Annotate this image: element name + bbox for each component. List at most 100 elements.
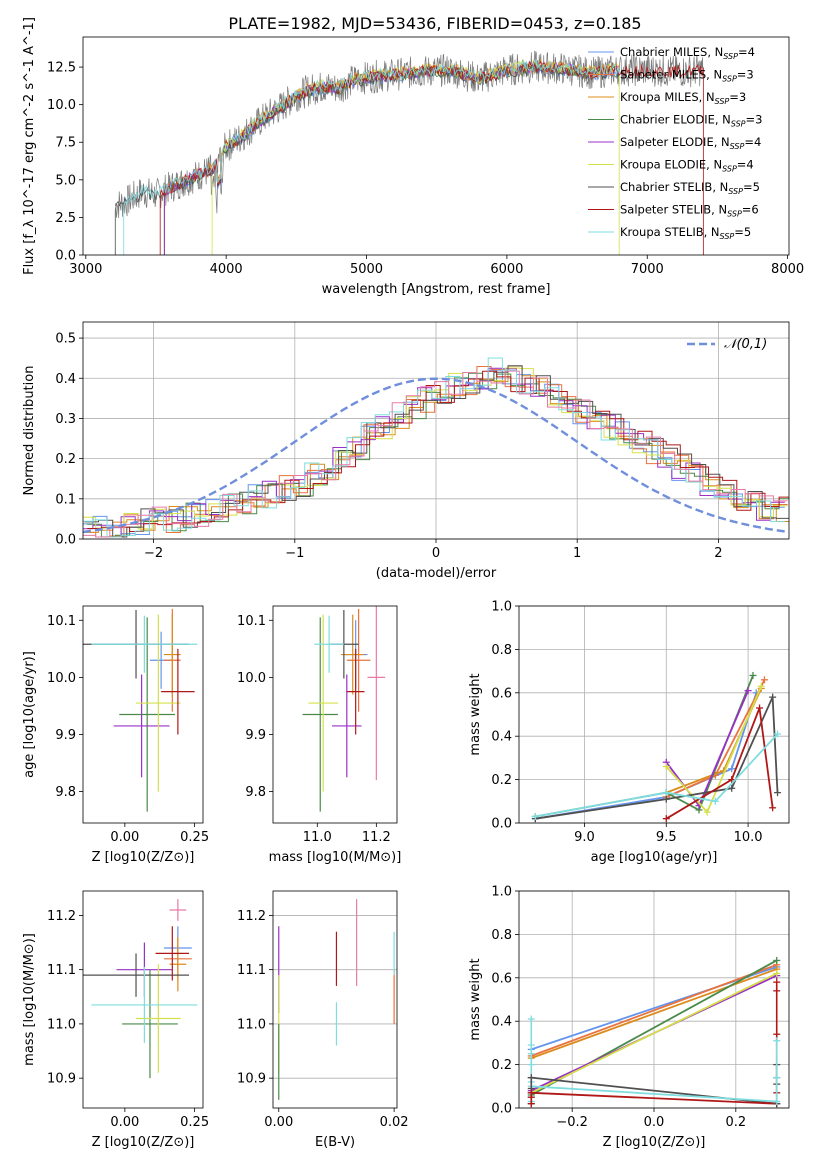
series-line <box>531 1091 777 1105</box>
y-axis-label: mass weight <box>468 673 483 755</box>
x-tick-label: 0.00 <box>110 1115 139 1130</box>
x-tick-label: 3000 <box>69 262 102 277</box>
histogram-bars <box>87 370 789 532</box>
x-axis-label: wavelength [Angstrom, rest frame] <box>322 282 551 297</box>
y-tick-label: 0.6 <box>491 971 512 986</box>
x-tick-label: −0.2 <box>556 1115 588 1130</box>
series-line <box>530 972 778 1094</box>
y-tick-label: 9.9 <box>55 728 76 743</box>
x-tick-label: 0.25 <box>180 1115 209 1130</box>
x-tick-label: 7000 <box>631 262 664 277</box>
plot-area-mass-vs-ebv <box>278 899 395 1100</box>
panel-weight-vs-Z: −0.2 0.0 0.2 0.0 0.2 0.4 0.6 0.8 1.0 Z [log10(Z/Z… <box>468 885 790 1150</box>
x-tick-label: 0 <box>432 546 440 561</box>
y-tick-label: 0.8 <box>491 928 512 943</box>
x-axis-label: E(B-V) <box>315 1135 355 1150</box>
legend-label: 𝒩(0,1) <box>724 337 767 352</box>
series-line <box>530 963 778 1057</box>
y-tick-label: 0.1 <box>55 492 76 507</box>
series-line <box>535 692 758 820</box>
y-tick-label: 10.9 <box>237 1072 266 1087</box>
normal-curve-line <box>83 377 789 534</box>
axes-frame <box>82 321 790 540</box>
x-tick-label: 6000 <box>490 262 523 277</box>
x-tick-label: 0.25 <box>180 830 209 845</box>
panel-age-vs-Z: 0.00 0.25 9.8 9.9 10.0 10.1 Z [log10(Z/Z⊙)] age… <box>22 605 209 865</box>
x-tick-label: −2 <box>144 546 163 561</box>
axes-frame <box>272 605 398 824</box>
y-tick-label: 12.5 <box>47 61 76 76</box>
x-tick-label: 11.2 <box>362 830 391 845</box>
panel-mass-vs-ebv: 0.00 0.02 10.9 11.0 11.1 11.2 E(B-V) <box>237 890 409 1150</box>
panel-residual-hist: −2 −1 0 1 2 0.0 0.1 0.2 0.3 0.4 0.5 𝒩(0,1) (data-mod… <box>22 321 790 581</box>
y-tick-label: 0.0 <box>55 533 76 548</box>
y-tick-label: 10.1 <box>237 614 266 629</box>
y-tick-label: 10.0 <box>47 98 76 113</box>
legend-label: Salpeter MILES, NSSP=3 <box>620 68 754 84</box>
x-tick-label: 2 <box>714 546 722 561</box>
x-tick-label: −1 <box>285 546 304 561</box>
x-tick-label: 0.00 <box>110 830 139 845</box>
y-tick-label: 11.0 <box>237 1017 266 1032</box>
y-tick-label: 0.2 <box>491 773 512 788</box>
legend-label: Chabrier MILES, NSSP=4 <box>620 45 755 61</box>
legend-label: Chabrier ELODIE, NSSP=3 <box>620 113 762 129</box>
axes-frame <box>82 605 204 824</box>
y-tick-label: 0.0 <box>491 817 512 832</box>
x-axis-label: mass [log10(M/M⊙)] <box>269 850 402 865</box>
figure-title: PLATE=1982, MJD=53436, FIBERID=0453, z=0… <box>228 14 641 33</box>
x-tick-label: 11.0 <box>303 830 332 845</box>
series-line <box>531 1085 777 1103</box>
axes-frame <box>82 890 204 1109</box>
y-tick-label: 10.9 <box>47 1072 76 1087</box>
x-tick-label: 0.00 <box>264 1115 293 1130</box>
plot-area-weight-vs-age <box>531 671 782 823</box>
model-spectrum-line <box>211 59 620 255</box>
panel-spectrum: 3000 4000 5000 6000 7000 8000 0.0 2.5 5.0 7.5 10.0… <box>22 17 804 297</box>
x-tick-label: 9.0 <box>574 830 595 845</box>
y-tick-label: 9.8 <box>245 785 266 800</box>
y-tick-label: 0.8 <box>491 643 512 658</box>
x-tick-label: 0.02 <box>380 1115 409 1130</box>
histogram-bars <box>83 357 785 538</box>
y-tick-label: 10.0 <box>47 671 76 686</box>
y-tick-label: 5.0 <box>55 173 76 188</box>
x-tick-label: 8000 <box>771 262 804 277</box>
legend-label: Kroupa STELIB, NSSP=5 <box>620 225 751 241</box>
y-tick-label: 0.6 <box>491 686 512 701</box>
legend-label: Salpeter STELIB, NSSP=6 <box>620 203 759 219</box>
y-tick-label: 0.2 <box>491 1058 512 1073</box>
x-tick-label: 0.0 <box>644 1115 665 1130</box>
y-tick-label: 0.0 <box>55 249 76 264</box>
y-tick-label: 10.1 <box>47 614 76 629</box>
y-tick-label: 11.1 <box>47 963 76 978</box>
y-tick-label: 0.3 <box>55 412 76 427</box>
x-tick-label: 5000 <box>350 262 383 277</box>
y-tick-label: 11.2 <box>47 909 76 924</box>
y-tick-label: 0.4 <box>491 1015 512 1030</box>
legend-label: Chabrier STELIB, NSSP=5 <box>620 180 760 196</box>
model-spectrum-line <box>163 62 620 255</box>
y-tick-label: 0.4 <box>491 730 512 745</box>
y-tick-label: 2.5 <box>55 211 76 226</box>
histogram-bars <box>83 366 788 538</box>
series-line <box>535 733 779 818</box>
legend-label: Kroupa ELODIE, NSSP=4 <box>620 158 754 174</box>
y-tick-label: 9.9 <box>245 728 266 743</box>
y-tick-label: 11.2 <box>237 909 266 924</box>
x-tick-label: 4000 <box>210 262 243 277</box>
plot-area-mass-vs-Z <box>83 899 198 1079</box>
y-tick-label: 11.1 <box>237 963 266 978</box>
x-tick-label: 9.5 <box>656 830 677 845</box>
plot-area-age-vs-mass <box>302 606 386 812</box>
y-tick-label: 0.4 <box>55 372 76 387</box>
plot-area-spectrum <box>114 50 704 255</box>
legend-label: Salpeter ELODIE, NSSP=4 <box>620 135 761 151</box>
model-spectrum-line <box>163 62 620 255</box>
y-axis-label: Normed distribution <box>22 366 37 496</box>
panel-mass-vs-Z: 0.00 0.25 10.9 11.0 11.1 11.2 Z [log10(Z/Z⊙)] m… <box>22 890 209 1150</box>
model-spectrum-line <box>163 58 620 255</box>
model-spectrum-line <box>123 59 620 255</box>
y-tick-label: 0.0 <box>491 1102 512 1117</box>
